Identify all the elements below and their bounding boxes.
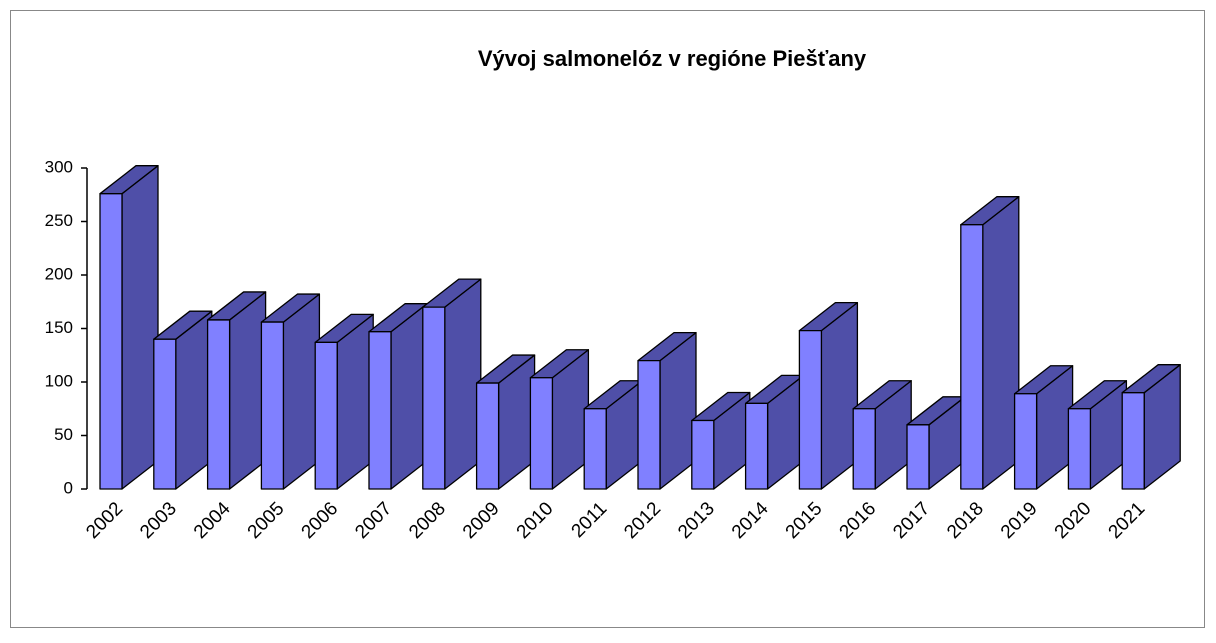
y-tick-label: 50 — [54, 425, 73, 444]
y-tick-label: 300 — [45, 157, 73, 176]
bar-side — [282, 293, 321, 490]
y-tick-label: 250 — [45, 211, 73, 230]
bar — [960, 224, 984, 490]
bar — [153, 338, 177, 490]
bar — [314, 341, 338, 490]
bar-side — [820, 301, 859, 490]
y-tick-label: 0 — [64, 478, 73, 497]
bar — [529, 377, 554, 490]
bar — [583, 408, 607, 490]
bar — [368, 331, 392, 490]
chart-title: Vývoj salmonelóz v regióne Piešťany — [478, 46, 867, 71]
bar — [1013, 393, 1038, 490]
bar — [744, 402, 769, 490]
bar-side — [228, 291, 267, 490]
bar — [798, 329, 823, 490]
bar — [99, 193, 123, 490]
bar — [852, 408, 876, 490]
bar-side — [336, 313, 374, 490]
bar-side — [390, 303, 428, 490]
bar-side — [444, 278, 482, 490]
bar — [637, 359, 661, 490]
bar-side — [982, 196, 1020, 490]
y-tick-label: 150 — [45, 318, 73, 337]
bar — [1067, 408, 1092, 490]
bar-side — [175, 310, 213, 490]
y-tick-label: 200 — [45, 264, 73, 283]
bar — [1121, 392, 1145, 490]
bar — [475, 382, 500, 490]
bar — [422, 306, 446, 490]
bar-side — [121, 165, 159, 490]
y-tick-label: 100 — [45, 371, 73, 390]
bar — [206, 319, 231, 490]
bar — [691, 419, 715, 490]
bar — [906, 424, 930, 490]
bar — [260, 321, 285, 490]
